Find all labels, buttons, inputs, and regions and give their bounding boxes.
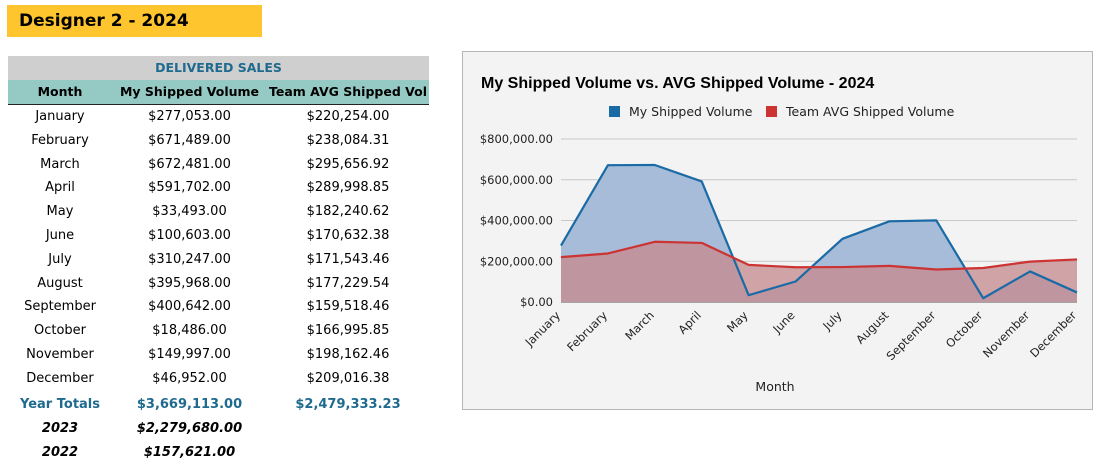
legend-swatch bbox=[766, 106, 777, 117]
x-tick-label: December bbox=[1027, 308, 1079, 360]
my-volume-cell: $400,642.00 bbox=[148, 299, 231, 315]
my-volume-cell: $149,997.00 bbox=[148, 346, 231, 362]
x-axis-label: Month bbox=[755, 379, 794, 394]
month-cell: December bbox=[26, 370, 94, 386]
x-tick-label: July bbox=[819, 308, 844, 333]
page-title: Designer 2 - 2024 bbox=[7, 5, 262, 37]
x-tick-label: November bbox=[980, 308, 1032, 360]
table-row: January $277,053.00 $220,254.00 bbox=[8, 105, 429, 129]
column-header-my-volume: My Shipped Volume bbox=[119, 84, 260, 99]
shipped-volume-chart: My Shipped Volume vs. AVG Shipped Volume… bbox=[480, 75, 1079, 394]
team-avg-total: $2,479,333.23 bbox=[295, 397, 401, 412]
month-cell: November bbox=[26, 346, 94, 362]
month-cell: August bbox=[37, 275, 83, 291]
x-tick-label: August bbox=[853, 308, 892, 347]
my-volume-total: $3,669,113.00 bbox=[136, 397, 243, 412]
y-tick-label: $0.00 bbox=[520, 295, 553, 309]
team-avg-cell: $209,016.38 bbox=[306, 370, 390, 386]
y-tick-label: $800,000.00 bbox=[480, 132, 553, 146]
table-caption: DELIVERED SALES bbox=[8, 56, 429, 80]
y-tick-label: $600,000.00 bbox=[480, 173, 553, 187]
team-avg-cell: $166,995.85 bbox=[306, 323, 390, 339]
team-avg-cell: $159,518.46 bbox=[306, 299, 390, 315]
x-tick-label: May bbox=[724, 308, 751, 335]
x-tick-label: March bbox=[622, 308, 657, 343]
x-tick-label: February bbox=[564, 308, 610, 354]
series-line bbox=[560, 163, 1078, 300]
table-row: June $100,603.00 $170,632.38 bbox=[8, 224, 429, 248]
my-volume-cell: $395,968.00 bbox=[148, 275, 231, 291]
prior-year-row: 2022 $157,621.00 bbox=[8, 441, 429, 465]
my-volume-cell: $671,489.00 bbox=[148, 132, 231, 148]
team-avg-cell: $198,162.46 bbox=[306, 346, 390, 362]
table-row: February $671,489.00 $238,084.31 bbox=[8, 129, 429, 153]
my-volume-cell: $100,603.00 bbox=[148, 227, 231, 243]
table-row: November $149,997.00 $198,162.46 bbox=[8, 343, 429, 367]
team-avg-cell: $182,240.62 bbox=[306, 204, 390, 220]
team-avg-cell: $295,656.92 bbox=[306, 156, 390, 172]
my-volume-cell: $33,493.00 bbox=[152, 204, 227, 220]
table-body: January $277,053.00 $220,254.00 February $67… bbox=[8, 105, 429, 391]
month-cell: June bbox=[45, 227, 75, 243]
prior-year-label: 2022 bbox=[41, 444, 79, 460]
x-tick-label: October bbox=[943, 308, 986, 351]
table-row: July $310,247.00 $171,543.46 bbox=[8, 248, 429, 272]
legend-swatch bbox=[609, 106, 620, 117]
table-row: April $591,702.00 $289,998.85 bbox=[8, 176, 429, 200]
column-header-month: Month bbox=[37, 84, 83, 99]
month-cell: April bbox=[45, 180, 75, 196]
my-volume-cell: $591,702.00 bbox=[148, 180, 231, 196]
delivered-sales-table: DELIVERED SALES Month My Shipped Volume … bbox=[8, 56, 429, 391]
prior-year-value: $2,279,680.00 bbox=[136, 420, 243, 436]
year-totals-row: Year Totals $3,669,113.00 $2,479,333.23 bbox=[8, 393, 429, 417]
legend-label: Team AVG Shipped Volume bbox=[785, 104, 955, 119]
legend-label: My Shipped Volume bbox=[629, 104, 753, 119]
month-cell: July bbox=[48, 251, 72, 267]
year-totals-label: Year Totals bbox=[20, 397, 100, 412]
table-row: December $46,952.00 $209,016.38 bbox=[8, 367, 429, 391]
prior-year-row: 2023 $2,279,680.00 bbox=[8, 417, 429, 441]
table-row: August $395,968.00 $177,229.54 bbox=[8, 272, 429, 296]
my-volume-cell: $46,952.00 bbox=[152, 370, 227, 386]
my-volume-cell: $277,053.00 bbox=[148, 109, 231, 124]
table-row: May $33,493.00 $182,240.62 bbox=[8, 200, 429, 224]
table-row: October $18,486.00 $166,995.85 bbox=[8, 319, 429, 343]
my-volume-cell: $672,481.00 bbox=[148, 156, 231, 172]
my-volume-cell: $310,247.00 bbox=[148, 251, 231, 267]
x-tick-label: April bbox=[675, 308, 703, 336]
team-avg-cell: $289,998.85 bbox=[306, 180, 390, 196]
team-avg-cell: $220,254.00 bbox=[306, 109, 390, 124]
series-line bbox=[560, 240, 1078, 271]
x-tick-label: September bbox=[884, 308, 939, 363]
month-cell: May bbox=[46, 204, 74, 220]
y-tick-label: $400,000.00 bbox=[480, 214, 553, 228]
team-avg-cell: $238,084.31 bbox=[306, 132, 390, 148]
table-header: Month My Shipped Volume Team AVG Shipped… bbox=[8, 80, 429, 105]
team-avg-cell: $170,632.38 bbox=[306, 227, 390, 243]
x-tick-label: January bbox=[522, 308, 564, 350]
totals-block: Year Totals $3,669,113.00 $2,479,333.23 … bbox=[8, 393, 429, 464]
x-tick-label: June bbox=[769, 308, 797, 336]
prior-year-value: $157,621.00 bbox=[143, 444, 236, 460]
my-volume-cell: $18,486.00 bbox=[152, 323, 227, 339]
month-cell: September bbox=[24, 299, 96, 315]
team-avg-cell: $171,543.46 bbox=[306, 251, 390, 267]
month-cell: March bbox=[40, 156, 80, 172]
team-avg-cell: $177,229.54 bbox=[306, 275, 390, 291]
month-cell: January bbox=[35, 109, 85, 124]
chart-panel: My Shipped Volume vs. AVG Shipped Volume… bbox=[462, 51, 1093, 410]
chart-title: My Shipped Volume vs. AVG Shipped Volume… bbox=[481, 75, 874, 92]
column-header-team-avg: Team AVG Shipped Vol bbox=[269, 84, 427, 99]
table-row: March $672,481.00 $295,656.92 bbox=[8, 153, 429, 177]
y-tick-label: $200,000.00 bbox=[480, 254, 553, 268]
month-cell: February bbox=[31, 132, 89, 148]
table-row: September $400,642.00 $159,518.46 bbox=[8, 295, 429, 319]
prior-year-label: 2023 bbox=[41, 420, 79, 436]
month-cell: October bbox=[33, 323, 87, 339]
series-area bbox=[561, 241, 1077, 302]
